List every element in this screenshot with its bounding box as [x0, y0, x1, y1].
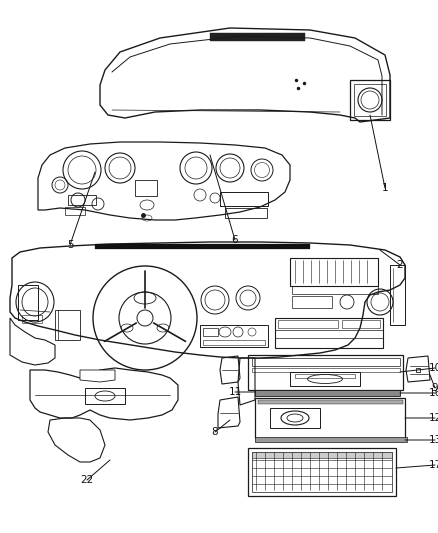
Bar [295, 374, 355, 378]
Bar [252, 358, 400, 366]
Bar [225, 208, 267, 218]
Bar [22, 315, 42, 323]
Bar [290, 372, 360, 386]
Bar [68, 195, 96, 205]
Bar [95, 244, 310, 249]
Bar [270, 408, 320, 428]
Bar [200, 325, 268, 347]
Bar [203, 340, 265, 345]
Text: 6: 6 [232, 235, 238, 245]
Text: 12: 12 [428, 413, 438, 423]
Bar [390, 265, 405, 325]
Text: 13: 13 [428, 435, 438, 445]
Bar [18, 285, 38, 320]
Polygon shape [80, 370, 115, 382]
Bar [290, 258, 378, 286]
Bar [255, 390, 400, 396]
Bar [252, 368, 400, 372]
Text: 1: 1 [381, 183, 389, 193]
Bar [275, 318, 383, 348]
Bar [248, 448, 396, 496]
Text: 5: 5 [67, 240, 73, 250]
Text: 17: 17 [428, 460, 438, 470]
Text: 11: 11 [228, 387, 242, 397]
Bar [210, 33, 305, 41]
Text: 9: 9 [432, 383, 438, 393]
Bar [220, 192, 268, 206]
Bar [278, 320, 338, 328]
Bar [292, 286, 378, 294]
Bar [292, 296, 332, 308]
Text: 22: 22 [81, 475, 94, 485]
Bar [248, 355, 403, 390]
Bar [354, 84, 386, 116]
Bar [342, 320, 380, 328]
Text: 8: 8 [212, 427, 218, 437]
Bar [55, 310, 80, 340]
Text: 16: 16 [428, 388, 438, 398]
Bar [65, 207, 85, 215]
Bar [350, 80, 390, 120]
Bar [255, 437, 407, 442]
Bar [252, 452, 392, 458]
Bar [135, 180, 157, 196]
Text: 10: 10 [428, 363, 438, 373]
Bar [258, 400, 403, 404]
Bar [85, 388, 125, 404]
Text: 2: 2 [397, 260, 403, 270]
Bar [203, 328, 218, 336]
Bar [252, 452, 392, 492]
Bar [255, 398, 405, 438]
